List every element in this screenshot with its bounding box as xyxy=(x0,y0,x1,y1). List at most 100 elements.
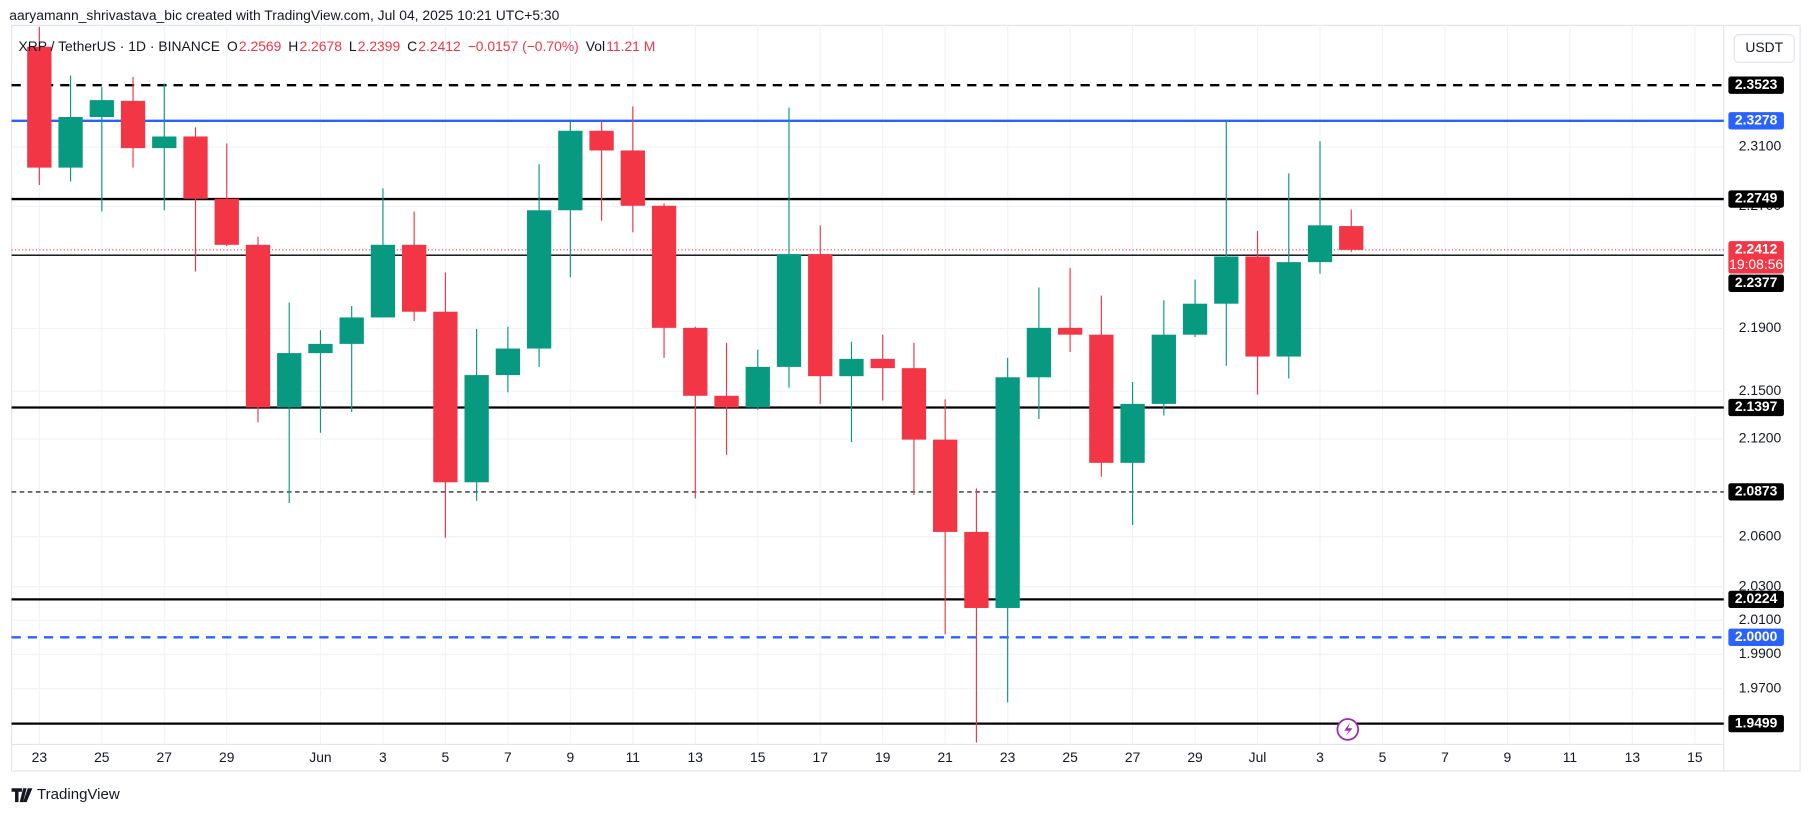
candle-body xyxy=(152,136,177,149)
legend-item: 2.2399 xyxy=(358,38,401,54)
candle-body xyxy=(214,198,239,245)
level-label: 2.1397 xyxy=(1735,398,1778,414)
candle-body xyxy=(370,244,396,318)
candle-body xyxy=(1057,327,1083,335)
level-label: 1.9499 xyxy=(1735,714,1778,730)
candle-body xyxy=(1182,303,1208,335)
x-tick-label: 11 xyxy=(626,749,641,765)
legend-item: XRP / TetherUS · 1D · BINANCE xyxy=(19,38,221,54)
legend-item: L xyxy=(349,38,357,54)
candle-body xyxy=(464,375,489,483)
credit: aaryamann_shrivastava_bic created with T… xyxy=(9,7,559,23)
legend-item: 11.21 M xyxy=(606,38,655,54)
candle-body xyxy=(58,117,83,168)
candle-body xyxy=(339,317,364,344)
candle-body xyxy=(1245,256,1270,357)
level-label: 2.0224 xyxy=(1735,590,1778,606)
candle-body xyxy=(558,130,583,211)
x-tick-label: 7 xyxy=(1441,749,1449,765)
x-tick-label: 29 xyxy=(1187,749,1203,765)
candle-body xyxy=(683,327,708,396)
candle-body xyxy=(776,254,802,367)
candles xyxy=(27,26,1364,743)
candle-body xyxy=(245,244,271,408)
legend-item: O xyxy=(227,38,238,54)
y-tick-label: 2.1500 xyxy=(1739,382,1782,398)
levels xyxy=(11,84,1724,725)
x-tick-label: 3 xyxy=(379,749,387,765)
level-label-box xyxy=(1728,274,1784,292)
currency[interactable]: USDT xyxy=(1745,39,1783,55)
x-tick-label: 5 xyxy=(1379,749,1387,765)
legend-item: C xyxy=(407,38,417,54)
legend-item: 2.2412 xyxy=(418,38,461,54)
legend-item: −0.0157 (−0.70%) xyxy=(468,38,579,54)
candle-body xyxy=(183,136,208,199)
x-tick-label: 9 xyxy=(1504,749,1512,765)
x-tick-label: 13 xyxy=(1625,749,1641,765)
level-label: 2.2377 xyxy=(1735,274,1778,290)
candle-body xyxy=(1214,256,1239,304)
level-label-box xyxy=(1728,628,1784,646)
y-tick-label: 2.1200 xyxy=(1739,430,1782,446)
candle-body xyxy=(901,368,927,440)
level-label-box xyxy=(1728,190,1784,208)
y-tick-label: 2.3100 xyxy=(1739,138,1782,154)
legend-item: 2.2569 xyxy=(239,38,282,54)
x-tick-label: 23 xyxy=(32,749,48,765)
candle-body xyxy=(89,100,114,118)
x-tick-label: 27 xyxy=(157,749,173,765)
candle-body xyxy=(933,439,958,532)
candle-body xyxy=(120,100,146,149)
level-label: 2.3278 xyxy=(1735,111,1778,127)
candle-body xyxy=(308,343,333,354)
level-label: 2.2412 xyxy=(1735,240,1778,256)
y-tick-label: 2.0600 xyxy=(1739,527,1782,543)
legend-item: 2.2678 xyxy=(299,38,342,54)
level-label-box xyxy=(1728,398,1784,417)
candle-body xyxy=(27,46,52,168)
currency-button[interactable] xyxy=(1733,34,1795,63)
level-label: 2.2749 xyxy=(1735,190,1778,206)
brand: TradingView xyxy=(37,786,120,803)
level-label: 2.3523 xyxy=(1735,76,1778,92)
candle-body xyxy=(1276,262,1301,357)
alert-bolt xyxy=(1344,722,1353,737)
x-tick-label: 13 xyxy=(688,749,704,765)
x-tick-label: 5 xyxy=(442,749,450,765)
level-label-box xyxy=(1728,483,1784,501)
x-tick-label: 9 xyxy=(566,749,574,765)
candle-body xyxy=(745,366,770,408)
y-tick-label: 1.9900 xyxy=(1739,645,1782,661)
countdown: 19:08:56 xyxy=(1729,256,1783,272)
level-label-box xyxy=(1728,76,1784,94)
candle-body xyxy=(839,358,864,377)
level-label-box xyxy=(1728,241,1784,274)
candle-body xyxy=(1307,225,1333,263)
candle-body xyxy=(433,311,458,483)
level-label-box xyxy=(1728,112,1784,130)
level-label-box xyxy=(1728,714,1784,733)
candle-body xyxy=(870,358,895,369)
x-tick-label: 15 xyxy=(750,749,766,765)
x-tick-label: 25 xyxy=(1062,749,1078,765)
y-tick-label: 2.0300 xyxy=(1739,577,1782,593)
candle-body xyxy=(1089,334,1114,463)
x-tick-label: 23 xyxy=(1000,749,1016,765)
level-label: 2.0873 xyxy=(1735,483,1778,499)
y-tick-label: 2.0100 xyxy=(1739,611,1782,627)
x-tick-label: 3 xyxy=(1316,749,1324,765)
legend: XRP / TetherUS · 1D · BINANCE O 2.2569 H 2.2… xyxy=(19,38,656,54)
y-tick-label: 2.1900 xyxy=(1739,319,1782,335)
x-tick-label: 29 xyxy=(219,749,235,765)
candle-body xyxy=(526,210,552,349)
brand-logo xyxy=(11,788,33,803)
candle-body xyxy=(964,531,989,608)
x-tick-label: Jul xyxy=(1249,749,1267,765)
candle-body xyxy=(995,377,1020,608)
level-label: 2.0000 xyxy=(1735,628,1778,644)
candle-body xyxy=(714,395,739,408)
y-tick-label: 1.9700 xyxy=(1739,679,1782,695)
